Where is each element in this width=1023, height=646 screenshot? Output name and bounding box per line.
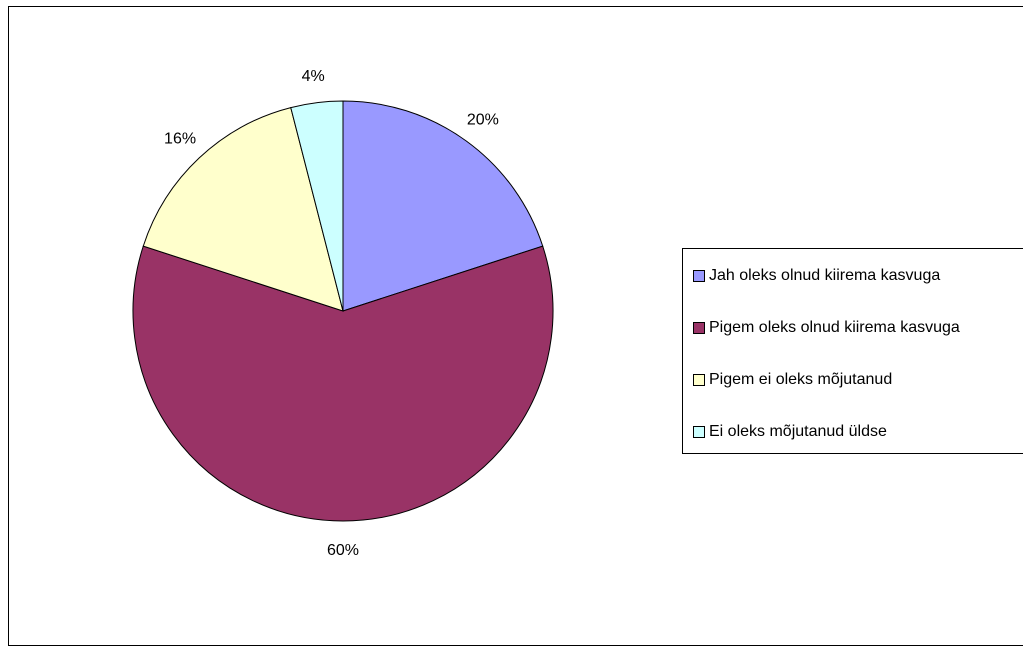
pie-slices — [132, 100, 554, 522]
legend-swatch-pigem-ei — [693, 374, 705, 386]
legend-swatch-pigem-kiirema — [693, 322, 705, 334]
legend-swatch-ei-uldse — [693, 426, 705, 438]
legend-label-pigem-kiirema: Pigem oleks olnud kiirema kasvuga — [709, 319, 960, 336]
legend-item-pigem-ei: Pigem ei oleks mõjutanud — [683, 370, 1023, 390]
legend-label-ei-uldse: Ei oleks mõjutanud üldse — [709, 423, 887, 440]
data-label-pigem-kiirema: 60% — [327, 542, 359, 559]
legend-item-pigem-kiirema: Pigem oleks olnud kiirema kasvuga — [683, 318, 1023, 338]
pie-slice-jah — [342, 100, 544, 312]
data-label-jah: 20% — [467, 111, 499, 128]
pie-slice-pigem-ei — [142, 106, 344, 312]
pie-chart: 20% 60% 16% 4% — [132, 68, 554, 559]
legend-label-pigem-ei: Pigem ei oleks mõjutanud — [709, 371, 893, 388]
data-label-ei-uldse: 4% — [302, 68, 325, 85]
legend-swatch-jah — [693, 270, 705, 282]
pie-slice-ei-uldse — [290, 100, 344, 312]
legend: Jah oleks olnud kiirema kasvuga Pigem ol… — [682, 248, 1023, 454]
legend-label-jah: Jah oleks olnud kiirema kasvuga — [709, 267, 941, 284]
pie-data-labels: 20% 60% 16% 4% — [164, 68, 499, 559]
legend-item-jah: Jah oleks olnud kiirema kasvuga — [683, 266, 1023, 286]
data-label-pigem-ei: 16% — [164, 131, 196, 148]
pie-slice-pigem-kiirema — [132, 245, 554, 522]
legend-item-ei-uldse: Ei oleks mõjutanud üldse — [683, 422, 1023, 442]
